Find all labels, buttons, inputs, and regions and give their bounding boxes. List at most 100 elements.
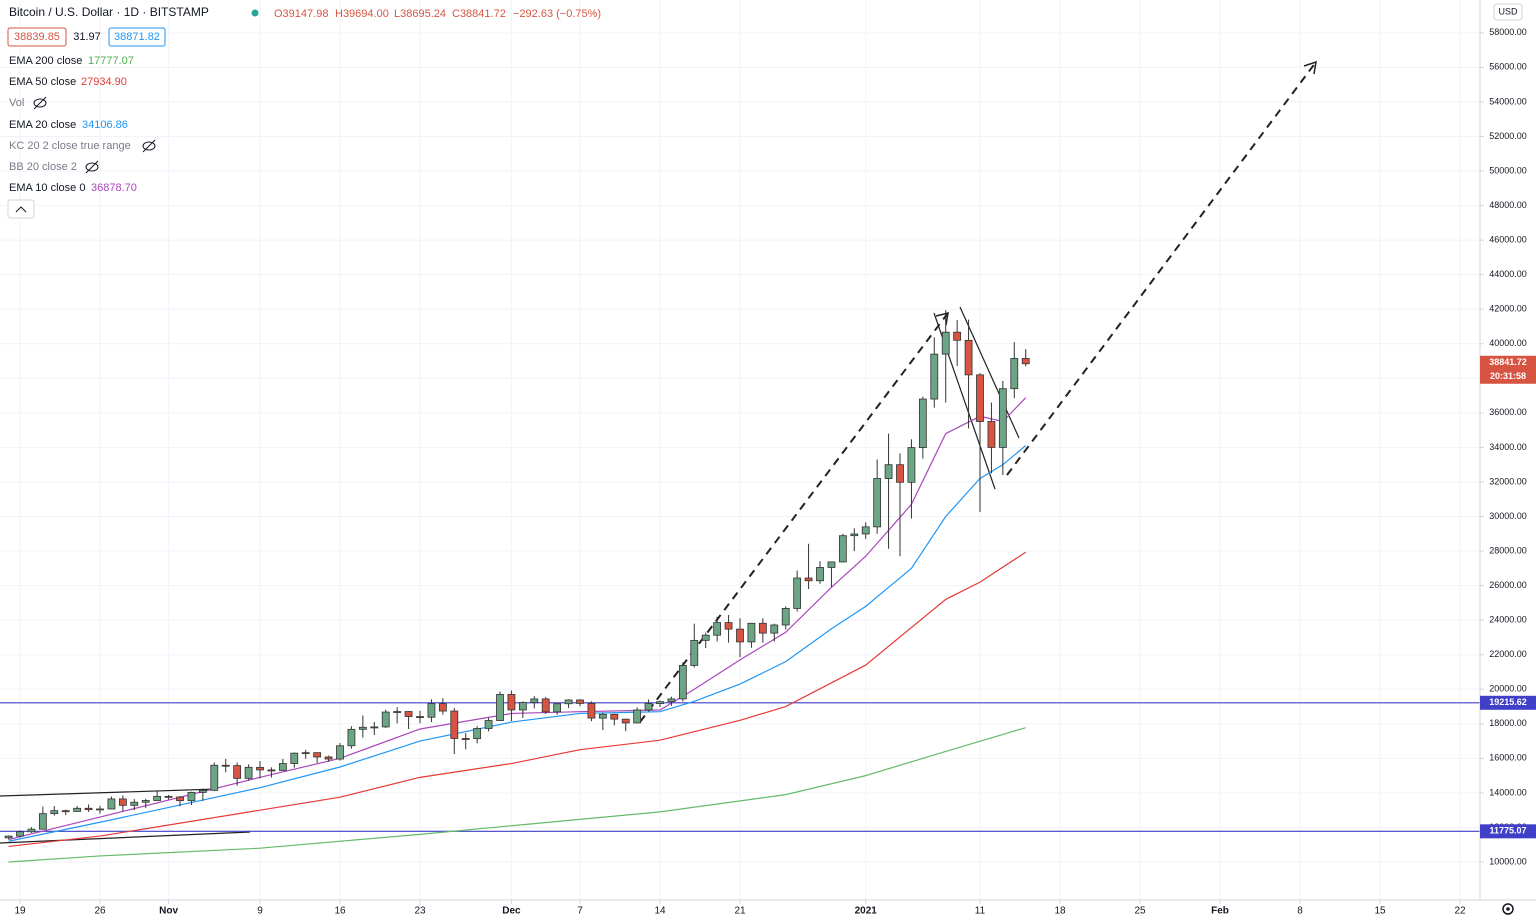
legend-name: EMA 10 close 0 (9, 182, 85, 194)
candle-body (278, 763, 287, 771)
bid: 38839.85 (14, 31, 60, 43)
countdown: 20:31:58 (1490, 371, 1526, 381)
x-tick-label: 23 (414, 906, 426, 917)
eye-icon[interactable] (33, 96, 47, 110)
candle-body (793, 577, 802, 609)
price-label-box (1480, 695, 1536, 710)
chevron (15, 206, 27, 213)
candle-body (1021, 358, 1030, 365)
candle-body (347, 728, 356, 747)
candle-body (564, 699, 573, 705)
bid-box[interactable] (7, 27, 67, 47)
candle-body (644, 703, 653, 711)
candle-body (633, 709, 642, 724)
candle-body (290, 752, 299, 764)
candle-body (1010, 358, 1019, 390)
legend-name: EMA 200 close (9, 55, 82, 67)
candle-body (678, 665, 687, 700)
candle-body (781, 608, 790, 626)
candle-body (73, 807, 82, 812)
status-dot (251, 9, 259, 17)
candle-body (553, 703, 562, 713)
candle-body (930, 353, 939, 400)
legend-name: EMA 20 close (9, 119, 76, 131)
y-tick-label: 26000.00 (1489, 580, 1527, 590)
x-tick-label: Nov (159, 906, 178, 917)
x-tick-label: 18 (1054, 906, 1066, 917)
y-tick-label: 16000.00 (1489, 753, 1527, 763)
x-tick-label: 7 (577, 906, 583, 917)
y-tick-label: 10000.00 (1489, 856, 1527, 866)
candle-body (96, 808, 104, 811)
y-tick-label: 40000.00 (1489, 338, 1527, 348)
candle-body (964, 339, 973, 376)
collapse-button[interactable] (7, 199, 35, 219)
y-tick-label: 14000.00 (1489, 787, 1527, 797)
candle-body (507, 694, 516, 711)
candle-body (907, 447, 916, 483)
candle-body (256, 766, 264, 771)
candle-body (541, 698, 550, 713)
legend-value: 27934.90 (81, 76, 127, 88)
ask-box[interactable] (108, 27, 166, 47)
trend-line (0, 788, 219, 797)
y-tick-label: 46000.00 (1489, 234, 1527, 244)
eye-icon[interactable] (142, 139, 156, 153)
last-price-box (1480, 355, 1536, 384)
candle-body (438, 703, 447, 712)
candle-body (884, 464, 893, 479)
candle-body (667, 698, 676, 703)
y-tick-label: 28000.00 (1489, 545, 1527, 555)
candle-body (518, 702, 527, 711)
ema-line (8, 445, 1027, 842)
x-tick-label: 21 (734, 906, 746, 917)
settings-icon[interactable] (1502, 903, 1514, 915)
x-tick-label: 2021 (855, 906, 878, 917)
ask: 38871.82 (114, 31, 160, 43)
ohlc-close: C38841.72 (452, 8, 506, 20)
eye-icon[interactable] (85, 160, 99, 174)
candle-body (598, 713, 607, 719)
candle-body (381, 711, 390, 728)
x-tick-label: 19 (14, 906, 26, 917)
candle-body (496, 694, 504, 721)
axes: 10000.0012000.0014000.0016000.0018000.00… (14, 27, 1536, 917)
y-tick-label: 56000.00 (1489, 62, 1527, 72)
x-tick-label: 22 (1454, 906, 1466, 917)
y-tick-label: 42000.00 (1489, 304, 1527, 314)
candle-body (621, 718, 630, 724)
x-tick-label: 8 (1297, 906, 1303, 917)
y-tick-label: 52000.00 (1489, 131, 1527, 141)
ema-line (8, 727, 1026, 863)
y-tick-label: 18000.00 (1489, 718, 1527, 728)
y-tick-label: 22000.00 (1489, 649, 1527, 659)
candle-body (758, 622, 767, 634)
y-tick-label: 32000.00 (1489, 476, 1527, 486)
candle-body (850, 533, 859, 537)
candle-body (713, 622, 722, 636)
candle-body (16, 831, 24, 837)
x-tick-label: 25 (1134, 906, 1146, 917)
price-axis (1480, 0, 1536, 900)
candle-body (861, 526, 870, 535)
candle-body (153, 795, 162, 801)
candle-body (107, 798, 116, 810)
price-label-box (1480, 824, 1536, 839)
candle-body (187, 791, 196, 802)
candle-body (918, 398, 927, 448)
candle-body (84, 807, 93, 811)
candle-body (130, 801, 139, 806)
legend-hidden: KC 20 2 close true range (9, 140, 131, 152)
candle-body (656, 701, 664, 704)
y-tick-label: 34000.00 (1489, 442, 1527, 452)
x-tick-label: Feb (1211, 906, 1229, 917)
candle-body (27, 828, 36, 833)
currency-box[interactable] (1493, 3, 1523, 21)
plot (0, 60, 1480, 863)
candle-body (141, 800, 150, 803)
x-tick-label: 11 (975, 906, 986, 917)
candle-body (576, 699, 584, 704)
candle-body (816, 567, 824, 582)
